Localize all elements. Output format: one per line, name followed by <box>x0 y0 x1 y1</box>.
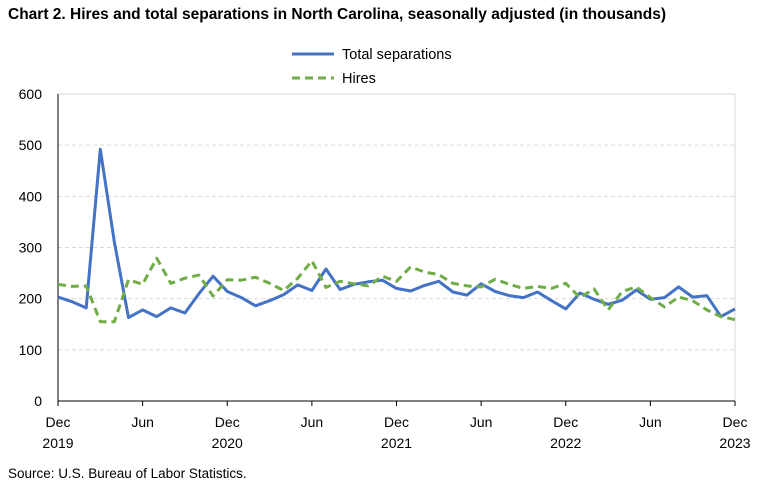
x-tick-label-year: 2023 <box>719 435 750 451</box>
y-tick-label-600: 600 <box>19 86 43 102</box>
x-tick-label-year: 2021 <box>381 435 412 451</box>
y-axis-tick-labels: 0 100 200 300 400 500 600 <box>19 86 43 409</box>
legend-label-total-separations: Total separations <box>342 47 452 63</box>
x-tick-label-month: Dec <box>46 414 71 430</box>
x-tick-label-month: Dec <box>723 414 748 430</box>
x-tick-label-month: Jun <box>131 414 154 430</box>
x-tick-label-month: Dec <box>553 414 578 430</box>
x-axis-tick-labels: Dec 2019 Jun Dec 2020 Jun Dec 2021 Jun Dec 2022 Jun… <box>42 414 750 451</box>
line-chart: 0 100 200 300 400 500 600 Dec 2019 Jun Dec 2020 Jun… <box>0 0 780 488</box>
series-line-total-separations <box>58 149 735 317</box>
series-line-hires <box>58 258 735 322</box>
x-tick-label-month: Jun <box>301 414 324 430</box>
x-tick-label-month: Dec <box>384 414 409 430</box>
y-tick-label-0: 0 <box>34 393 42 409</box>
x-tick-label-month: Jun <box>470 414 493 430</box>
gridlines <box>58 94 735 350</box>
y-tick-label-400: 400 <box>19 188 43 204</box>
source-note: Source: U.S. Bureau of Labor Statistics. <box>8 466 247 481</box>
y-tick-label-100: 100 <box>19 342 43 358</box>
x-tick-label-year: 2022 <box>550 435 581 451</box>
x-tick-label-year: 2020 <box>212 435 243 451</box>
y-tick-label-300: 300 <box>19 240 43 256</box>
legend-label-hires: Hires <box>342 71 376 87</box>
y-tick-label-500: 500 <box>19 137 43 153</box>
x-tick-label-month: Jun <box>639 414 662 430</box>
legend: Total separations Hires <box>292 47 452 87</box>
series-lines <box>58 149 735 321</box>
x-tick-label-year: 2019 <box>42 435 73 451</box>
x-tick-label-month: Dec <box>215 414 240 430</box>
axes <box>58 94 735 406</box>
y-tick-label-200: 200 <box>19 291 43 307</box>
